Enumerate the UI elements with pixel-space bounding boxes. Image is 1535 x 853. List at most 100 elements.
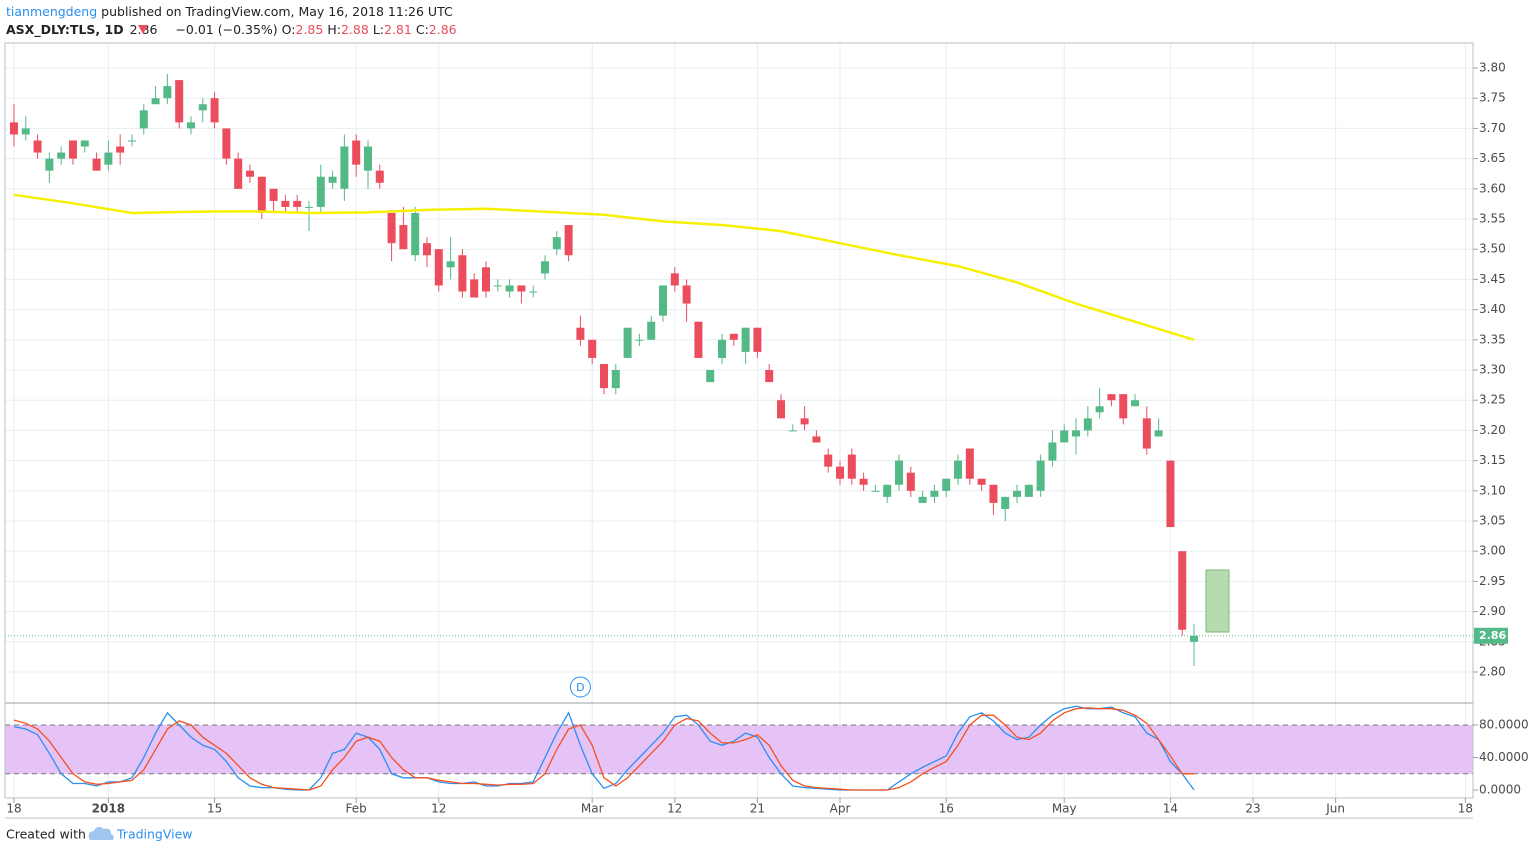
candle-body [611,370,620,389]
candle-body [458,255,467,292]
candle-body [481,267,490,292]
candle-body [753,327,762,352]
candle-body [659,285,668,316]
candle-body [151,98,160,105]
x-tick-label: May [1052,802,1077,816]
footer-created: Created with [6,827,86,842]
close: 2.86 [429,22,457,37]
x-tick-label: 15 [207,802,222,816]
candle-body [1095,406,1104,413]
candle-body [576,327,585,340]
symbol: ASX_DLY:TLS, 1D [6,22,124,38]
x-tick-label: 16 [939,802,954,816]
candle-body [871,490,880,492]
y-tick-label: 3.45 [1479,272,1506,286]
x-tick-label: 2018 [92,802,125,816]
candle-body [741,327,750,352]
event-marker [569,676,591,698]
y-tick-label: 40.0000 [1479,750,1529,764]
x-tick-label: Jun [1325,802,1345,816]
candle-body [694,321,703,358]
y-tick-label: 2.95 [1479,574,1506,588]
x-tick-label: Feb [346,802,367,816]
candle-body [33,140,42,153]
candle-body [434,249,443,286]
author[interactable]: tianmengdeng [6,4,97,19]
candle-body [1107,394,1116,401]
change: −0.01 (−0.35%) [175,22,277,37]
candle-body [1001,496,1010,509]
candle-body [186,122,195,129]
candle-body [316,176,325,207]
y-tick-label: 3.20 [1479,423,1506,437]
candle-body [363,146,372,171]
candle-body [706,370,715,383]
candle-body [1048,442,1057,461]
stochastic-line [13,705,1195,791]
candle-body [517,285,526,292]
band [5,724,1473,774]
x-tick-label: 18 [6,802,21,816]
candle-body [847,454,856,479]
y-tick-label: 2.80 [1479,665,1506,679]
y-tick-label: 3.25 [1479,393,1506,407]
stochastic-line [13,707,1194,791]
candle-body [127,140,136,142]
y-tick-label: 3.35 [1479,332,1506,346]
candle-body [552,237,561,250]
candle-body [859,478,868,485]
candle-body [387,212,396,244]
candle-body [930,490,939,497]
logo [88,826,114,840]
down-arrow [138,25,148,34]
candle-body [895,460,904,485]
candle-body [1178,551,1187,630]
candle-body [836,466,845,479]
candle-body [918,496,927,503]
candle-body [1142,418,1151,449]
y-tick-label: 3.55 [1479,212,1506,226]
y-tick-label: 3.80 [1479,61,1506,75]
footer-brand[interactable]: TradingView [116,827,193,842]
candle-body [80,140,89,147]
x-tick-label: 23 [1245,802,1260,816]
moving-average [13,193,1195,341]
candle-body [340,146,349,189]
candle-body [139,110,148,129]
published: published on TradingView.com, May 16, 20… [101,4,453,19]
candle-body [800,418,809,425]
candle-body [989,484,998,503]
candle-body [788,430,797,432]
y-tick-label: 3.70 [1479,121,1506,135]
open: 2.85 [296,22,324,37]
y-tick-label: 0.0000 [1479,783,1521,797]
candle-body [1083,418,1092,431]
candle-body [245,170,254,177]
plot-border [4,42,1474,799]
candle-body [635,339,644,341]
candle-body [505,285,514,292]
candle-body [906,472,915,491]
x-tick-label: 12 [667,802,682,816]
candle-body [470,279,479,298]
candle-body [682,285,691,304]
candle-body [1166,460,1175,528]
y-tick-label: 3.30 [1479,363,1506,377]
x-tick-label: 14 [1163,802,1178,816]
high-label: H: [327,22,341,37]
candle-body [765,370,774,383]
candle-body [198,104,207,111]
candle-body [269,188,278,201]
candle-body [729,333,738,340]
candle-body [175,80,184,123]
candle-body [493,285,502,287]
x-tick-label: Apr [830,802,851,816]
candle-body [411,212,420,256]
candle-body [540,261,549,274]
y-tick-label: 3.65 [1479,151,1506,165]
grid [5,43,1473,798]
x-tick-label: 21 [750,802,765,816]
position-box [1205,569,1230,633]
candle-body [883,484,892,497]
